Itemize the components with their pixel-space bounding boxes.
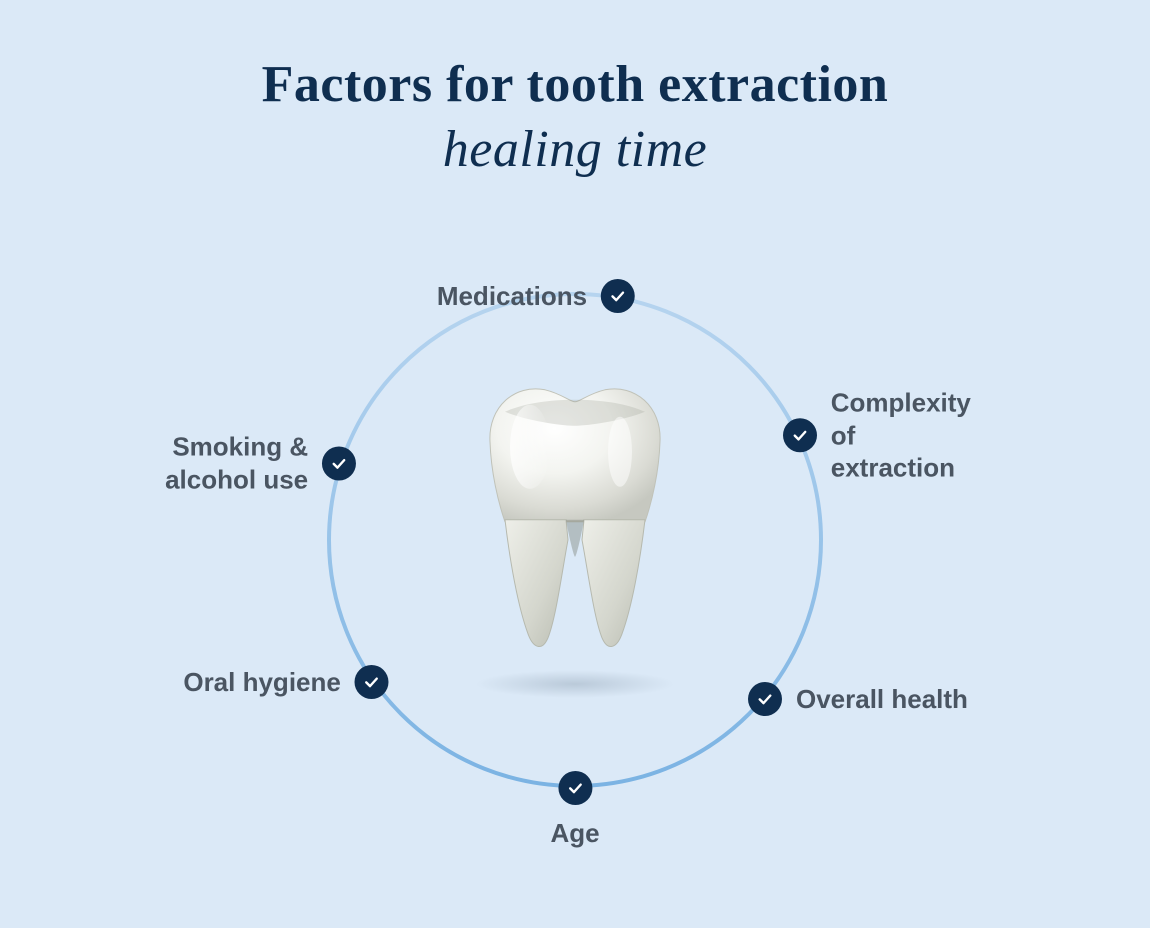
factor-label: Overall health (796, 683, 968, 716)
factor-smoking-alcohol: Smoking &alcohol use (165, 431, 356, 496)
check-icon (601, 279, 635, 313)
title-block: Factors for tooth extraction healing tim… (0, 0, 1150, 179)
check-icon (322, 446, 356, 480)
factor-label: Smoking &alcohol use (165, 431, 308, 496)
title-line-2: healing time (0, 120, 1150, 179)
title-line-1: Factors for tooth extraction (0, 55, 1150, 114)
factor-complexity: Complexity ofextraction (783, 386, 971, 484)
factor-oral-hygiene: Oral hygiene (183, 665, 389, 699)
factor-age: Age (550, 771, 599, 850)
check-icon (558, 771, 592, 805)
factor-medications: Medications (437, 279, 635, 313)
circular-diagram: MedicationsComplexity ofextractionOveral… (325, 290, 825, 790)
factor-label: Age (550, 817, 599, 850)
factor-label: Complexity ofextraction (831, 386, 971, 484)
check-icon (355, 665, 389, 699)
factor-label: Medications (437, 280, 587, 313)
factor-overall-health: Overall health (748, 682, 968, 716)
tooth-icon (470, 372, 680, 662)
check-icon (748, 682, 782, 716)
check-icon (783, 418, 817, 452)
factor-label: Oral hygiene (183, 666, 341, 699)
tooth-shadow (475, 670, 675, 698)
